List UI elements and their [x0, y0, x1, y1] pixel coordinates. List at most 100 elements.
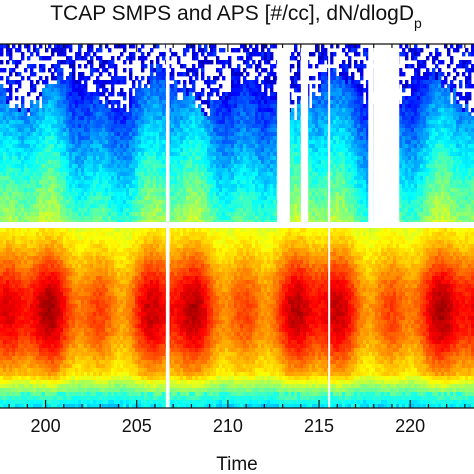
heatmap-cell: [42, 108, 46, 113]
heatmap-cell: [111, 84, 115, 89]
heatmap-cell: [147, 304, 151, 309]
heatmap-cell: [81, 116, 85, 121]
heatmap-cell: [48, 92, 52, 97]
heatmap-cell: [45, 148, 49, 153]
heatmap-cell: [81, 256, 85, 261]
heatmap-cell: [21, 336, 25, 341]
heatmap-cell: [123, 344, 127, 349]
heatmap-cell: [9, 236, 13, 241]
heatmap-cell: [78, 364, 82, 369]
heatmap-cell: [90, 272, 94, 277]
heatmap-cell: [63, 232, 67, 237]
heatmap-cell: [42, 156, 46, 161]
heatmap-cell: [96, 304, 100, 309]
heatmap-cell: [75, 228, 79, 233]
heatmap-cell: [156, 388, 160, 393]
heatmap-cell: [60, 100, 64, 105]
heatmap-cell: [96, 140, 100, 145]
heatmap-cell: [123, 208, 127, 213]
heatmap-cell: [153, 104, 157, 109]
heatmap-cell: [123, 200, 127, 205]
heatmap-cell: [153, 200, 157, 205]
heatmap-cell: [48, 320, 52, 325]
heatmap-cell: [135, 356, 139, 361]
heatmap-cell: [153, 260, 157, 265]
heatmap-cell: [90, 48, 94, 53]
heatmap-cell: [27, 180, 31, 185]
heatmap-cell: [63, 48, 67, 53]
heatmap-cell: [78, 204, 82, 209]
heatmap-cell: [24, 336, 28, 341]
heatmap-cell: [39, 160, 43, 165]
heatmap-cell: [0, 168, 4, 173]
heatmap-cell: [138, 136, 142, 141]
heatmap-cell: [150, 204, 154, 209]
heatmap-cell: [18, 188, 22, 193]
heatmap-cell: [132, 144, 136, 149]
heatmap-cell: [117, 236, 121, 241]
heatmap-cell: [129, 140, 133, 145]
heatmap-cell: [114, 288, 118, 293]
heatmap-cell: [105, 348, 109, 353]
heatmap-cell: [132, 100, 136, 105]
heatmap-cell: [120, 236, 124, 241]
heatmap-cell: [72, 316, 76, 321]
heatmap-cell: [144, 280, 148, 285]
heatmap-cell: [126, 148, 130, 153]
heatmap-cell: [132, 56, 136, 61]
heatmap-cell: [96, 68, 100, 73]
heatmap-cell: [177, 396, 181, 401]
heatmap-cell: [9, 132, 13, 137]
heatmap-cell: [15, 328, 19, 333]
heatmap-cell: [135, 280, 139, 285]
heatmap-cell: [123, 380, 127, 385]
heatmap-cell: [15, 236, 19, 241]
heatmap-cell: [120, 172, 124, 177]
heatmap-cell: [27, 260, 31, 265]
heatmap-cell: [54, 356, 58, 361]
heatmap-cell: [90, 404, 94, 408]
heatmap-cell: [54, 320, 58, 325]
heatmap-cell: [174, 248, 178, 253]
heatmap-cell: [117, 216, 121, 221]
heatmap-cell: [84, 392, 88, 397]
heatmap-cell: [120, 280, 124, 285]
heatmap-cell: [60, 236, 64, 241]
heatmap-cell: [12, 164, 16, 169]
heatmap-cell: [123, 168, 127, 173]
heatmap-cell: [114, 328, 118, 333]
heatmap-cell: [84, 372, 88, 377]
heatmap-cell: [75, 360, 79, 365]
heatmap-cell: [60, 180, 64, 185]
heatmap-cell: [162, 184, 166, 189]
heatmap-cell: [39, 204, 43, 209]
heatmap-cell: [57, 392, 61, 397]
heatmap-cell: [27, 128, 31, 133]
heatmap-cell: [3, 248, 7, 253]
heatmap-cell: [156, 96, 160, 101]
heatmap-cell: [69, 92, 73, 97]
heatmap-cell: [60, 216, 64, 221]
heatmap-cell: [159, 292, 163, 297]
heatmap-cell: [129, 92, 133, 97]
heatmap-cell: [96, 216, 100, 221]
heatmap-cell: [114, 160, 118, 165]
heatmap-cell: [174, 120, 178, 125]
heatmap-cell: [138, 232, 142, 237]
heatmap-cell: [24, 340, 28, 345]
heatmap-cell: [12, 240, 16, 245]
heatmap-cell: [129, 164, 133, 169]
heatmap-cell: [6, 384, 10, 389]
heatmap-cell: [45, 168, 49, 173]
heatmap-cell: [159, 136, 163, 141]
heatmap-cell: [117, 396, 121, 401]
heatmap-cell: [39, 196, 43, 201]
heatmap-cell: [150, 300, 154, 305]
heatmap-cell: [75, 140, 79, 145]
heatmap-cell: [72, 152, 76, 157]
heatmap-cell: [171, 236, 175, 241]
heatmap-cell: [48, 188, 52, 193]
heatmap-cell: [174, 288, 178, 293]
heatmap-cell: [36, 380, 40, 385]
heatmap-cell: [114, 72, 118, 77]
